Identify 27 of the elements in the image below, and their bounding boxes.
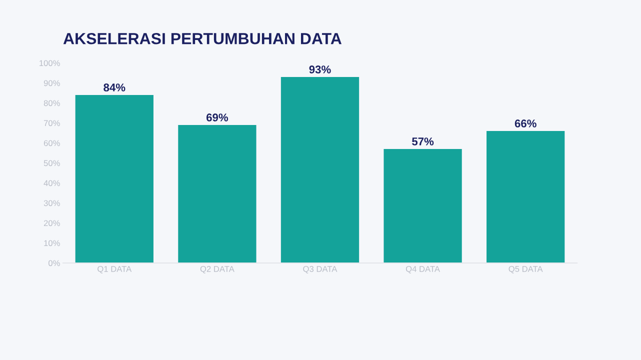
chart-title: AKSELERASI PERTUMBUHAN DATA xyxy=(63,32,342,44)
bar xyxy=(178,125,256,263)
bar xyxy=(486,131,565,263)
y-tick-label: 100% xyxy=(40,60,60,66)
x-tick-label: Q3 DATA xyxy=(303,266,338,274)
y-tick-label: 30% xyxy=(44,200,60,206)
y-tick-label: 10% xyxy=(44,240,60,246)
data-label: 66% xyxy=(514,120,536,128)
x-tick-label: Q5 DATA xyxy=(508,266,543,274)
y-tick-label: 20% xyxy=(44,220,60,226)
y-tick-label: 90% xyxy=(44,80,60,86)
data-label: 93% xyxy=(309,66,331,74)
bar xyxy=(384,149,462,263)
y-tick-label: 60% xyxy=(44,140,60,146)
data-label: 57% xyxy=(412,138,434,146)
y-tick-label: 80% xyxy=(44,100,60,106)
x-tick-label: Q2 DATA xyxy=(200,266,234,274)
y-tick-label: 70% xyxy=(44,120,60,126)
x-tick-label: Q4 DATA xyxy=(406,266,440,274)
data-label: 69% xyxy=(206,114,228,122)
data-label: 84% xyxy=(104,84,126,92)
bar xyxy=(75,95,154,263)
y-tick-label: 40% xyxy=(44,180,60,186)
y-tick-label: 50% xyxy=(44,160,60,166)
x-tick-label: Q1 DATA xyxy=(98,266,132,274)
y-tick-label: 0% xyxy=(48,260,60,266)
bar xyxy=(280,77,360,263)
